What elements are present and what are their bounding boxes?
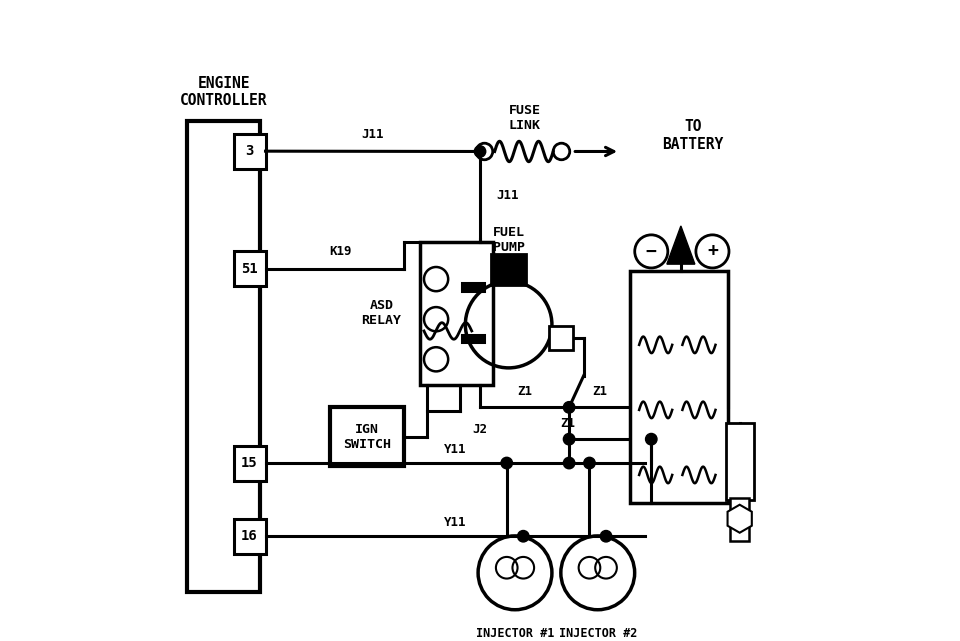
Text: 15: 15: [241, 456, 258, 470]
Text: IGN
SWITCH: IGN SWITCH: [343, 422, 391, 451]
Text: ENGINE
CONTROLLER: ENGINE CONTROLLER: [180, 76, 268, 108]
Text: Y11: Y11: [444, 516, 467, 529]
Text: INJECTOR #2: INJECTOR #2: [559, 628, 636, 640]
Bar: [233, 519, 266, 554]
Text: Z1: Z1: [591, 385, 607, 398]
Text: +: +: [707, 242, 718, 260]
Circle shape: [517, 531, 529, 542]
Text: Z1: Z1: [517, 385, 532, 398]
Circle shape: [600, 531, 612, 542]
Text: 51: 51: [241, 262, 258, 276]
Bar: [462, 283, 484, 291]
Circle shape: [564, 433, 575, 445]
Circle shape: [564, 402, 575, 413]
Circle shape: [564, 457, 575, 469]
Text: INJECTOR #1: INJECTOR #1: [476, 628, 554, 640]
Circle shape: [501, 457, 513, 469]
Text: FUEL
PUMP: FUEL PUMP: [492, 226, 525, 254]
Text: TO
BATTERY: TO BATTERY: [662, 119, 724, 152]
Circle shape: [474, 146, 486, 157]
Bar: [330, 407, 403, 466]
Text: K19: K19: [329, 246, 352, 258]
Bar: [731, 497, 749, 541]
Bar: [233, 445, 266, 481]
Text: 3: 3: [246, 144, 253, 158]
Polygon shape: [728, 504, 752, 533]
Text: J2: J2: [472, 423, 488, 436]
Text: Z1: Z1: [560, 417, 575, 429]
Text: ASD
RELAY: ASD RELAY: [361, 299, 401, 328]
Bar: [233, 251, 266, 287]
Text: −: −: [646, 242, 657, 260]
Bar: [549, 326, 573, 350]
Polygon shape: [667, 226, 695, 264]
Circle shape: [645, 433, 657, 445]
Bar: [187, 121, 260, 592]
Bar: [462, 335, 484, 342]
Text: 16: 16: [241, 529, 258, 543]
Text: J11: J11: [496, 188, 518, 201]
Bar: [630, 271, 729, 503]
Text: J11: J11: [362, 128, 384, 141]
Bar: [233, 134, 266, 169]
Text: Y11: Y11: [444, 442, 467, 456]
Bar: [726, 423, 754, 499]
Text: FUSE
LINK: FUSE LINK: [509, 104, 540, 133]
Circle shape: [584, 457, 595, 469]
Bar: [492, 254, 526, 285]
Bar: [420, 242, 492, 385]
